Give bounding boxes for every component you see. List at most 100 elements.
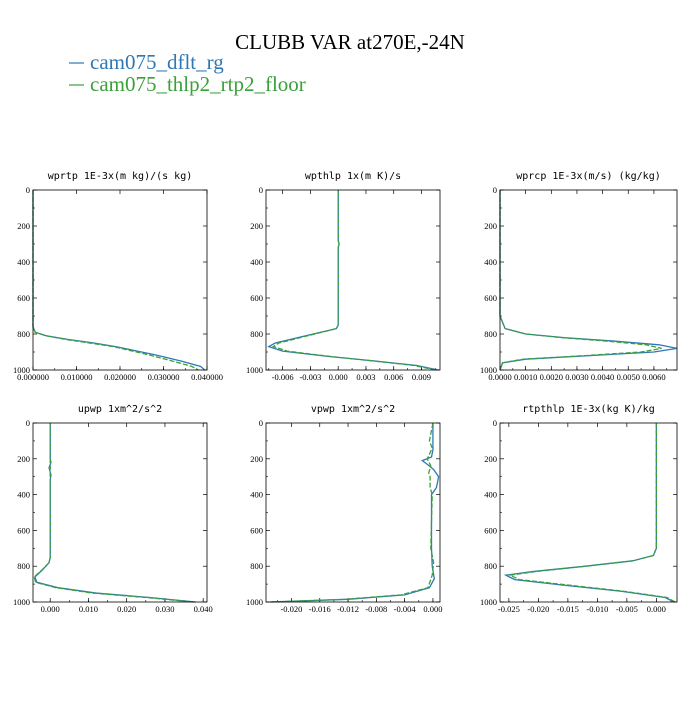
panel-4: upwp 1xm^2/s^2 0 200 400 600 800 1000 0.000 0.01…: [13, 404, 213, 614]
x-tick-label: 0.020: [117, 604, 136, 614]
panel-title: wpthlp 1x(m K)/s: [305, 171, 401, 182]
x-tick-label: 0.003: [356, 372, 375, 382]
y-tick-label: 0: [493, 185, 497, 195]
legend-label-dflt: cam075_dflt_rg: [90, 50, 224, 74]
y-tick-label: 800: [250, 561, 263, 571]
figure-title: CLUBB VAR at270E,-24N: [235, 30, 465, 54]
y-tick-label: 800: [250, 329, 263, 339]
panel-6: rtpthlp 1E-3x(kg K)/kg02004006008001000-…: [480, 404, 678, 614]
x-tick-label: 0.0040: [591, 372, 614, 382]
x-tick-label: 0.030000: [148, 372, 180, 382]
y-tick-label: 600: [250, 293, 263, 303]
x-tick-label: -0.016: [309, 604, 331, 614]
y-tick-label: 200: [484, 454, 497, 464]
series-line-floor: [32, 190, 199, 371]
y-tick-label: 1000: [480, 597, 497, 607]
y-tick-label: 800: [484, 329, 497, 339]
panel-2: wpthlp 1x(m K)/s 0 200 400 600 800 1000 -0.006-…: [246, 171, 441, 382]
x-tick-label: 0.009: [412, 372, 431, 382]
plot-frame: [265, 189, 441, 371]
y-tick-label: 600: [484, 525, 497, 535]
x-tick-label: -0.008: [365, 604, 387, 614]
y-tick-label: 800: [17, 329, 30, 339]
series-line-floor: [507, 423, 676, 603]
y-tick-label: 0: [259, 418, 263, 428]
y-tick-label: 400: [17, 257, 30, 267]
legend-label-floor: cam075_thlp2_rtp2_floor: [90, 72, 306, 96]
series-line-floor: [33, 423, 194, 603]
x-tick-label: 0.000: [423, 604, 442, 614]
panel-title: wprcp 1E-3x(m/s) (kg/kg): [516, 171, 661, 182]
series-line-floor: [270, 422, 435, 603]
y-tick-label: 0: [26, 418, 30, 428]
x-tick-label: -0.015: [557, 604, 579, 614]
plot-frame: [499, 422, 678, 603]
x-tick-label: 0.0050: [617, 372, 640, 382]
x-tick-label: -0.004: [394, 604, 417, 614]
panel-title: vpwp 1xm^2/s^2: [311, 404, 395, 415]
x-tick-label: 0.0060: [642, 372, 665, 382]
series-line-dflt: [499, 190, 678, 371]
y-tick-label: 400: [484, 257, 497, 267]
y-tick-label: 1000: [480, 365, 497, 375]
x-tick-label: 0.0030: [565, 372, 588, 382]
series-line-floor: [271, 190, 436, 371]
panel-1: wprtp 1E-3x(m kg)/(s kg) 0 200 400 600 800 100…: [13, 171, 223, 382]
legend: cam075_dflt_rg cam075_thlp2_rtp2_floor: [69, 50, 306, 96]
y-tick-label: 0: [26, 185, 30, 195]
x-tick-label: -0.005: [616, 604, 638, 614]
y-tick-label: 1000: [13, 365, 30, 375]
y-tick-label: 600: [250, 525, 263, 535]
x-tick-label: 0.020000: [104, 372, 136, 382]
x-tick-label: 0.000: [329, 372, 348, 382]
x-tick-label: -0.006: [272, 372, 294, 382]
x-tick-label: -0.020: [527, 604, 549, 614]
series-line-dflt: [503, 423, 675, 603]
x-tick-label: 0.006: [384, 372, 403, 382]
panel-3: wprcp 1E-3x(m/s) (kg/kg) 0 200 400 600 800 100…: [480, 171, 678, 382]
panel-title: rtpthlp 1E-3x(kg K)/kg: [522, 404, 654, 415]
plot-frame: [32, 189, 208, 371]
y-tick-label: 200: [17, 454, 30, 464]
y-tick-label: 600: [17, 525, 30, 535]
y-tick-label: 600: [484, 293, 497, 303]
x-tick-label: -0.020: [280, 604, 302, 614]
series-line-dflt: [34, 423, 196, 603]
x-tick-label: -0.010: [586, 604, 608, 614]
plot-frame: [32, 422, 208, 603]
y-tick-label: 1000: [13, 597, 30, 607]
series-line-dflt: [32, 190, 206, 371]
plot-frame: [265, 422, 441, 603]
series-line-dflt: [267, 190, 439, 371]
y-tick-label: 200: [250, 221, 263, 231]
plot-frame: [499, 189, 678, 371]
y-tick-label: 400: [484, 490, 497, 500]
x-tick-label: 0.040000: [191, 372, 223, 382]
y-tick-label: 1000: [246, 597, 263, 607]
x-tick-label: 0.0000: [488, 372, 511, 382]
panels: wprtp 1E-3x(m kg)/(s kg) 0 200 400 600 800 100…: [13, 171, 678, 614]
x-tick-label: -0.003: [299, 372, 321, 382]
y-tick-label: 600: [17, 293, 30, 303]
y-tick-label: 0: [493, 418, 497, 428]
y-tick-label: 400: [17, 490, 30, 500]
y-tick-label: 200: [484, 221, 497, 231]
y-tick-label: 0: [259, 185, 263, 195]
x-tick-label: 0.0010: [514, 372, 537, 382]
x-tick-label: 0.010: [79, 604, 98, 614]
series-line-dflt: [270, 423, 440, 603]
y-tick-label: 400: [250, 490, 263, 500]
y-tick-label: 200: [250, 454, 263, 464]
x-tick-label: 0.040: [194, 604, 213, 614]
y-tick-label: 400: [250, 257, 263, 267]
series-line-floor: [499, 190, 662, 371]
x-tick-label: 0.030: [155, 604, 174, 614]
x-tick-label: 0.010000: [61, 372, 93, 382]
x-tick-label: 0.000: [647, 604, 666, 614]
x-tick-label: 0.000: [41, 604, 60, 614]
y-tick-label: 1000: [246, 365, 263, 375]
panel-title: wprtp 1E-3x(m kg)/(s kg): [48, 171, 193, 182]
x-tick-label: -0.012: [337, 604, 359, 614]
